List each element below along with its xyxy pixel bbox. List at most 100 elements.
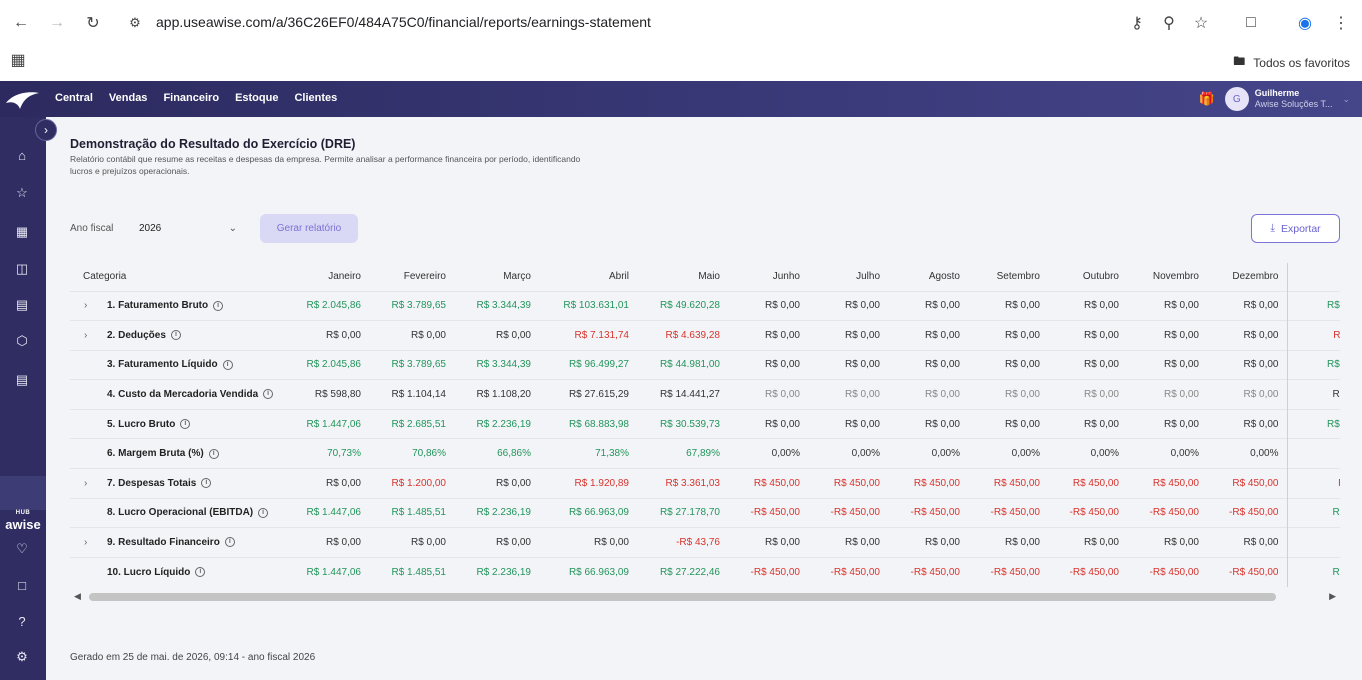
- table-cell: R$ 450,00: [1207, 468, 1287, 499]
- chevron-right-icon[interactable]: ›: [84, 477, 88, 489]
- row-category-cell: › 7. Despesas Totais i: [70, 468, 290, 499]
- user-menu[interactable]: 🎁 G Guilherme Awise Soluções T... ⌄: [1199, 87, 1350, 111]
- nav-vendas[interactable]: Vendas: [108, 92, 148, 104]
- table-cell: R$ 44.: [1286, 379, 1340, 410]
- table-cell: R$ 0,00: [454, 527, 539, 558]
- table-cell: R$ 450,00: [968, 468, 1048, 499]
- row-label: 4. Custo da Mercadoria Vendida: [107, 389, 259, 401]
- extensions-icon[interactable]: □: [1246, 14, 1256, 31]
- export-label: Exportar: [1280, 222, 1321, 235]
- table-cell: -R$ 450,00: [808, 497, 888, 528]
- heart-icon[interactable]: ♡: [16, 541, 28, 556]
- settings-gear-icon[interactable]: ⚙: [16, 649, 28, 664]
- info-icon[interactable]: i: [213, 300, 224, 311]
- page-subtitle: Relatório contábil que resume as receita…: [70, 154, 581, 176]
- reload-icon[interactable]: ↻: [86, 15, 100, 32]
- scroll-right-arrow-icon[interactable]: ▶: [1329, 591, 1336, 601]
- nav-estoque[interactable]: Estoque: [235, 92, 279, 104]
- table-row[interactable]: › 9. Resultado Financeiro i R$ 0,00 R$ 0,00 R…: [70, 527, 1340, 558]
- url-text[interactable]: app.useawise.com/a/36C26EF0/484A75C0/fin…: [156, 14, 651, 30]
- bookmarks-bar: ▦ 🖿 Todos os favoritos: [0, 46, 1362, 81]
- gift-icon[interactable]: 🎁: [1198, 91, 1215, 106]
- row-label: 2. Deduções: [107, 329, 166, 341]
- fiscal-year-select[interactable]: 2026 ⌄: [139, 218, 237, 238]
- chevron-right-icon[interactable]: ›: [84, 300, 88, 312]
- nav-central[interactable]: Central: [55, 92, 93, 104]
- table-cell: 7: [1286, 438, 1340, 469]
- table-cell: R$ 1.447,06: [290, 497, 369, 528]
- site-settings-icon[interactable]: ⚙: [129, 15, 141, 30]
- table-row[interactable]: › 2. Deduções i R$ 0,00 R$ 0,00 R$ 0,00 R$ 7.1…: [70, 320, 1340, 351]
- table-cell: R$ 598,80: [290, 379, 369, 410]
- profile-icon[interactable]: ◉: [1298, 15, 1312, 32]
- export-button[interactable]: ⤓ Exportar: [1251, 214, 1340, 243]
- info-icon[interactable]: i: [195, 567, 206, 578]
- hub-awise-logo[interactable]: HUB awise: [4, 508, 42, 531]
- menu-kebab-icon[interactable]: ⋮: [1333, 15, 1349, 32]
- table-cell: -R$ 450,00: [1048, 556, 1127, 587]
- nav-financeiro[interactable]: Financeiro: [163, 92, 220, 104]
- table-cell: R$ 9.: [1286, 468, 1340, 499]
- all-bookmarks-folder[interactable]: 🖿 Todos os favoritos: [1233, 52, 1350, 73]
- sidebar-expand-button[interactable]: ›: [35, 119, 57, 141]
- info-icon[interactable]: i: [224, 537, 235, 548]
- table-cell: 0,00%: [728, 438, 808, 469]
- back-icon[interactable]: ←: [13, 14, 29, 31]
- row-category-cell: 5. Lucro Bruto i: [70, 408, 290, 439]
- shopping-bag-icon[interactable]: ◫: [15, 261, 29, 276]
- home-icon[interactable]: ⌂: [18, 147, 26, 163]
- row-category-cell: › 2. Deduções i: [70, 320, 290, 351]
- table-row[interactable]: › 7. Despesas Totais i R$ 0,00 R$ 1.200,00 R$…: [70, 468, 1340, 499]
- table-cell: -R$ 43,76: [637, 527, 728, 558]
- table-cell: R$ 450,00: [1048, 468, 1127, 499]
- help-icon[interactable]: ?: [18, 613, 26, 629]
- table-cell: R$ 0,00: [369, 320, 454, 351]
- forward-icon[interactable]: →: [49, 14, 65, 31]
- dre-table-container: Categoria Janeiro Fevereiro Março Abril Maio J…: [70, 263, 1340, 589]
- info-icon[interactable]: i: [170, 330, 181, 341]
- star-icon[interactable]: ☆: [16, 185, 28, 200]
- chevron-right-icon[interactable]: ›: [84, 329, 88, 341]
- table-cell: R$ 0,00: [1127, 408, 1207, 439]
- table-row: 5. Lucro Bruto i R$ 1.447,06 R$ 2.685,51 R$ …: [70, 408, 1340, 439]
- table-cell: R$ 450,00: [808, 468, 888, 499]
- password-key-icon[interactable]: ⚷: [1131, 15, 1143, 32]
- info-icon[interactable]: i: [222, 359, 233, 370]
- box-icon[interactable]: ⬡: [16, 333, 28, 348]
- info-icon[interactable]: i: [180, 419, 191, 430]
- table-cell: R$ 2.236,19: [454, 556, 539, 587]
- money-icon[interactable]: ▤: [15, 297, 29, 312]
- table-cell: R$ 7.131,74: [539, 320, 637, 351]
- user-info: Guilherme Awise Soluções T...: [1255, 88, 1333, 110]
- table-cell: R$ 0,00: [968, 320, 1048, 351]
- table-cell: R$ 0,00: [1127, 527, 1207, 558]
- chat-icon[interactable]: □: [18, 577, 26, 593]
- dre-table: Categoria Janeiro Fevereiro Março Abril Maio J…: [70, 263, 1340, 587]
- user-org: Awise Soluções T...: [1254, 99, 1333, 109]
- horizontal-scrollbar[interactable]: ◀ ▶: [74, 591, 1336, 601]
- column-header: Abril: [608, 271, 629, 283]
- apps-grid-icon[interactable]: ▦: [10, 52, 26, 69]
- table-cell: R$ 0,00: [888, 408, 968, 439]
- nav-clientes[interactable]: Clientes: [294, 92, 338, 104]
- table-row[interactable]: › 1. Faturamento Bruto i R$ 2.045,86 R$ 3.78…: [70, 290, 1340, 321]
- info-icon[interactable]: i: [208, 448, 219, 459]
- document-icon[interactable]: ▤: [15, 372, 29, 387]
- table-cell: R$ 68.883,98: [539, 408, 637, 439]
- table-cell: R$ 3.789,65: [369, 290, 454, 321]
- scroll-left-arrow-icon[interactable]: ◀: [74, 591, 81, 601]
- chevron-down-icon: ⌄: [228, 222, 237, 234]
- awise-logo[interactable]: [4, 89, 40, 111]
- info-icon[interactable]: i: [258, 507, 269, 518]
- info-icon[interactable]: i: [263, 389, 274, 400]
- column-header: Novembro: [1152, 271, 1199, 283]
- info-icon[interactable]: i: [201, 478, 212, 489]
- zoom-icon[interactable]: ⚲: [1163, 15, 1175, 32]
- table-cell: R$ 0,00: [1127, 320, 1207, 351]
- generate-report-button[interactable]: Gerar relatório: [260, 214, 358, 243]
- chevron-right-icon[interactable]: ›: [84, 537, 88, 549]
- factory-icon[interactable]: ▦: [15, 224, 29, 239]
- bookmark-star-icon[interactable]: ☆: [1193, 15, 1209, 32]
- scrollbar-thumb[interactable]: [89, 593, 1276, 601]
- table-cell: R$ 96.: [1286, 497, 1340, 528]
